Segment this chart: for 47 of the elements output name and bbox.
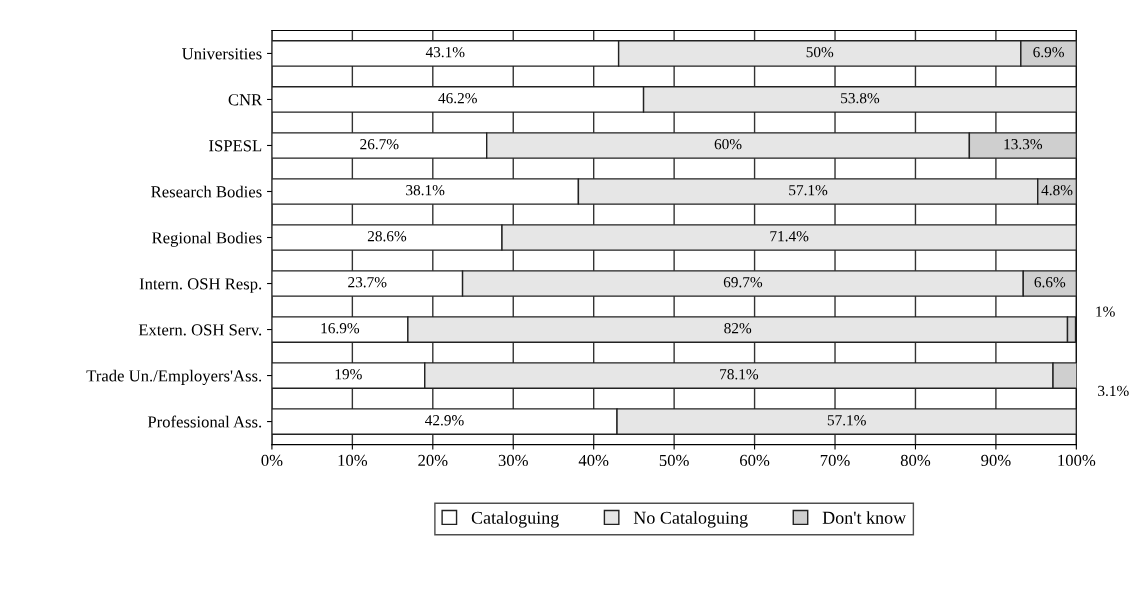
y-tick-label: Regional Bodies (152, 231, 262, 247)
data-label: 43.1% (425, 46, 465, 58)
x-tick-label: 10% (338, 454, 368, 467)
y-tick-label: Professional Ass. (147, 415, 262, 428)
legend-label: Cataloguing (471, 511, 559, 528)
data-label: 60% (714, 139, 742, 150)
x-tick-label: 90% (981, 454, 1011, 467)
data-label: 1% (1096, 306, 1115, 317)
data-label: 82% (724, 323, 752, 334)
x-tick-label: 60% (740, 454, 770, 467)
data-label: 42.9% (425, 415, 464, 426)
x-tick-label: 20% (418, 454, 448, 467)
x-tick-label: 30% (498, 454, 528, 467)
x-tick-label: 70% (820, 454, 850, 467)
data-label: 57.1% (789, 185, 828, 196)
y-tick-label: Intern. OSH Resp. (139, 278, 262, 293)
data-label: 57.1% (827, 415, 866, 426)
x-tick-label: 0% (261, 454, 283, 467)
data-label: 6.6% (1034, 277, 1066, 288)
data-label: 46.2% (438, 92, 477, 104)
data-label: 28.6% (367, 231, 407, 242)
legend-label: No Cataloguing (633, 511, 748, 528)
x-tick-label: 100% (1058, 454, 1096, 467)
x-tick-label: 80% (900, 454, 931, 467)
y-tick-label: ISPESL (209, 140, 262, 152)
data-label: 23.7% (348, 277, 387, 288)
y-tick-label: Trade Un./Employers'Ass. (86, 369, 262, 385)
data-label: 26.7% (360, 139, 399, 150)
legend-label: Don't know (822, 511, 907, 524)
data-label: 38.1% (406, 185, 445, 196)
data-label: 50% (806, 46, 834, 58)
data-label: 4.8% (1041, 185, 1073, 196)
y-tick-label: Universities (182, 48, 262, 60)
data-label: 78.1% (720, 369, 759, 380)
data-label: 13.3% (1004, 139, 1043, 150)
data-label: 19% (335, 369, 362, 380)
data-label: 69.7% (723, 277, 763, 288)
y-tick-label: CNR (228, 94, 263, 106)
x-tick-label: 40% (578, 454, 609, 467)
data-label: 16.9% (321, 323, 360, 334)
y-tick-label: Research Bodies (151, 185, 262, 198)
x-tick-label: 50% (659, 454, 689, 467)
data-label: 71.4% (770, 231, 809, 242)
data-label: 6.9% (1033, 46, 1064, 58)
data-label: 3.1% (1098, 385, 1129, 397)
y-tick-label: Extern. OSH Serv. (138, 324, 262, 336)
data-label: 53.8% (841, 92, 880, 104)
